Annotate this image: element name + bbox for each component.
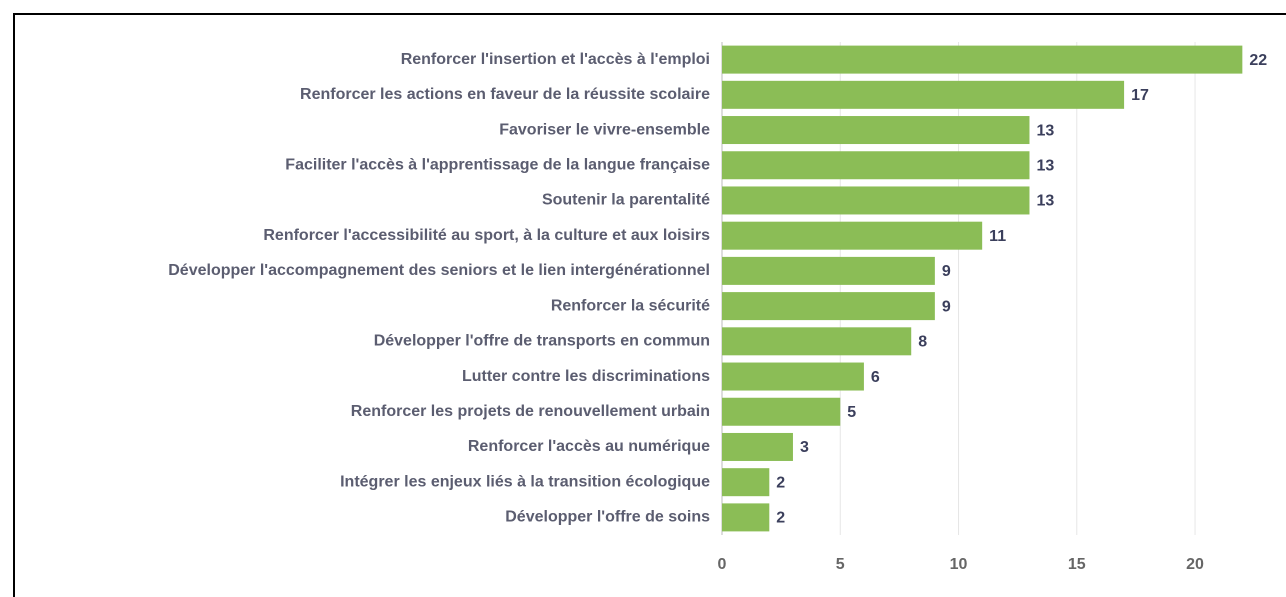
bar	[722, 256, 935, 285]
value-label: 9	[942, 263, 951, 280]
category-label: Renforcer l'accessibilité au sport, à la…	[263, 227, 710, 244]
bar	[722, 503, 770, 532]
category-label: Lutter contre les discriminations	[462, 368, 710, 385]
x-tick-label: 0	[718, 556, 727, 573]
value-label: 13	[1036, 122, 1054, 139]
value-label: 5	[847, 404, 856, 421]
bar	[722, 292, 935, 321]
bar	[722, 468, 770, 497]
category-label: Renforcer l'insertion et l'accès à l'emp…	[401, 51, 710, 68]
bar	[722, 327, 912, 356]
value-label: 13	[1036, 193, 1054, 210]
bar	[722, 151, 1030, 180]
value-label: 11	[989, 228, 1006, 245]
value-label: 9	[942, 298, 951, 315]
category-label: Intégrer les enjeux liés à la transition…	[340, 473, 710, 490]
frame	[13, 13, 1286, 597]
category-label: Renforcer les actions en faveur de la ré…	[300, 86, 710, 103]
bar	[722, 116, 1030, 145]
bar	[722, 186, 1030, 215]
category-label: Renforcer les projets de renouvellement …	[351, 403, 710, 420]
bar	[722, 432, 793, 461]
category-label: Favoriser le vivre-ensemble	[499, 121, 710, 138]
category-label: Développer l'offre de transports en comm…	[374, 333, 710, 350]
x-tick-label: 15	[1068, 556, 1086, 573]
value-label: 3	[800, 439, 809, 456]
value-label: 2	[776, 474, 785, 491]
x-tick-label: 20	[1186, 556, 1204, 573]
value-label: 22	[1249, 52, 1267, 69]
category-label: Renforcer la sécurité	[551, 297, 710, 314]
bar	[722, 221, 983, 250]
bar	[722, 397, 841, 426]
bar	[722, 362, 864, 391]
category-label: Faciliter l'accès à l'apprentissage de l…	[285, 156, 710, 173]
category-label: Renforcer l'accès au numérique	[468, 438, 710, 455]
bar	[722, 45, 1243, 74]
category-label: Soutenir la parentalité	[542, 192, 710, 209]
x-tick-label: 5	[836, 556, 845, 573]
bar	[722, 80, 1125, 109]
value-label: 13	[1036, 157, 1054, 174]
value-label: 2	[776, 510, 785, 527]
category-label: Développer l'offre de soins	[505, 509, 710, 526]
value-label: 17	[1131, 87, 1149, 104]
category-label: Développer l'accompagnement des seniors …	[168, 262, 710, 279]
value-label: 6	[871, 369, 880, 386]
value-label: 8	[918, 334, 927, 351]
x-tick-label: 10	[950, 556, 968, 573]
